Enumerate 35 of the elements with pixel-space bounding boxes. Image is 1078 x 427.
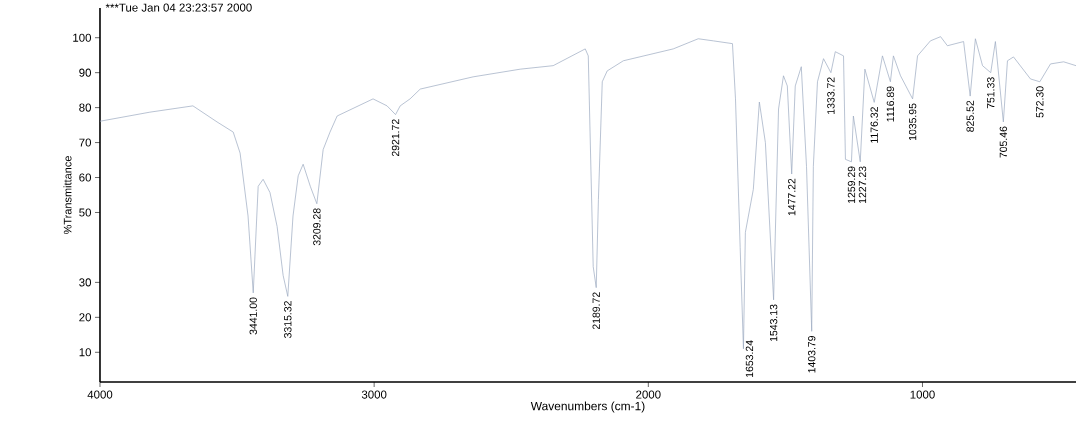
- annotation: 3209.28: [313, 208, 321, 246]
- annotation: 572.30: [1036, 86, 1044, 118]
- annotation: 825.52: [966, 100, 974, 132]
- annotation: 705.46: [999, 126, 1008, 158]
- y-tick-label: 10: [79, 348, 92, 357]
- annotation: 3441.00: [249, 297, 257, 335]
- annotation: 751.33: [987, 77, 995, 109]
- annotation: 2189.72: [592, 292, 600, 330]
- y-tick-label: 60: [79, 173, 92, 182]
- annotation: 1176.32: [870, 107, 878, 143]
- y-tick-label: 20: [79, 313, 92, 322]
- x-tick-label: 4000: [87, 390, 113, 399]
- chart-title: ***Tue Jan 04 23:23:57 2000: [105, 3, 252, 12]
- annotation: 1333.72: [827, 77, 835, 114]
- annotation: 3315.32: [284, 301, 292, 338]
- annotation: 1035.95: [908, 103, 917, 141]
- annotation: 1477.22: [788, 178, 796, 216]
- x-tick-label: 2000: [636, 390, 661, 399]
- annotation: 1543.13: [769, 304, 778, 342]
- annotation: 1403.79: [808, 336, 816, 373]
- y-tick-label: 70: [79, 138, 92, 147]
- x-tick-label: 1000: [910, 390, 935, 399]
- x-tick-label: 3000: [361, 390, 387, 399]
- annotation: 2921.72: [391, 119, 400, 157]
- y-tick-label: 80: [79, 103, 92, 112]
- x-axis-title: Wavenumbers (cm-1): [530, 401, 645, 413]
- annotation: 1116.89: [886, 86, 895, 122]
- annotation: 1259.29: [847, 166, 856, 204]
- annotation: 1227.23: [858, 166, 867, 204]
- y-axis-title: %Transmittance: [63, 156, 72, 234]
- annotation: 1653.24: [745, 340, 754, 377]
- y-tick-label: 50: [79, 208, 92, 217]
- y-tick-label: 90: [79, 68, 92, 77]
- y-tick-label: 30: [79, 278, 92, 287]
- y-tick-label: 100: [73, 33, 92, 42]
